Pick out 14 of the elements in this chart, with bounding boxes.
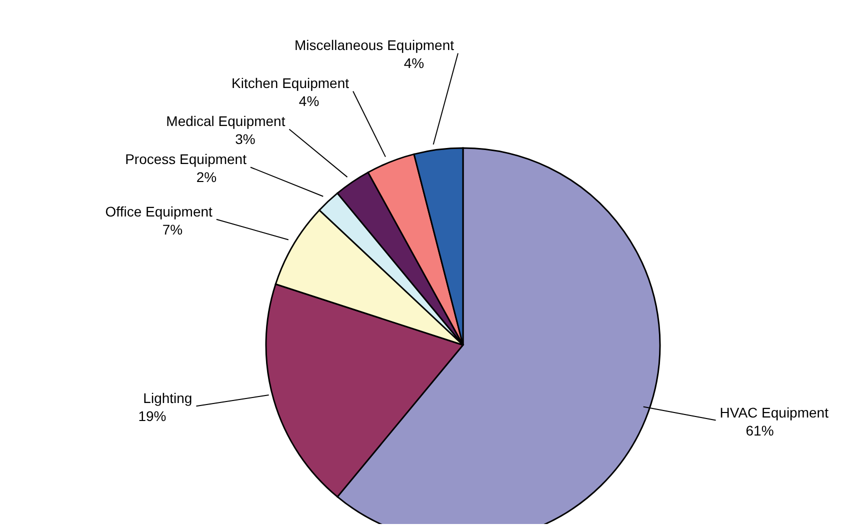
data-label: 3%	[235, 131, 256, 148]
slice-label: Lighting	[143, 390, 192, 406]
data-label: 19%	[138, 408, 166, 424]
slice-label: Office Equipment	[105, 203, 213, 220]
slice-label: Medical Equipment	[166, 113, 286, 130]
data-label: 2%	[196, 169, 217, 186]
slice-label: Kitchen Equipment	[232, 75, 350, 92]
slice-label: Process Equipment	[125, 151, 247, 168]
data-label: 7%	[162, 221, 183, 238]
slice-label: HVAC Equipment	[720, 404, 829, 420]
data-label: 4%	[404, 55, 424, 72]
slice-label: Miscellaneous Equipment	[294, 37, 454, 54]
data-label: 61%	[746, 422, 774, 438]
data-label: 4%	[298, 93, 320, 110]
